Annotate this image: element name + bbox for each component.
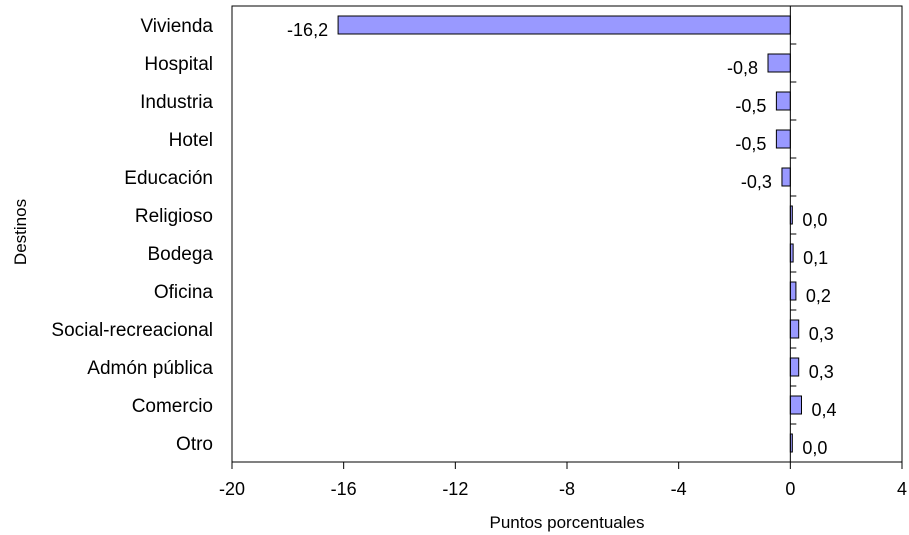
category-label: Social-recreacional <box>51 320 213 341</box>
x-tick-label: -20 <box>219 479 245 499</box>
y-axis-title: Destinos <box>11 199 30 265</box>
x-tick-label: 4 <box>897 479 907 499</box>
data-label: 0,3 <box>809 324 834 344</box>
data-label: -0,5 <box>735 134 766 154</box>
data-label: -0,3 <box>741 172 772 192</box>
bar-7 <box>789 281 797 301</box>
data-label: 0,1 <box>803 248 828 268</box>
data-label: 0,4 <box>812 400 837 420</box>
data-label: 0,3 <box>809 362 834 382</box>
x-tick-label: -16 <box>331 479 357 499</box>
category-label: Oficina <box>154 282 214 303</box>
bar-2 <box>775 91 791 111</box>
data-label: 0,0 <box>802 210 827 230</box>
category-label: Educación <box>124 168 213 189</box>
category-label: Hospital <box>144 54 213 75</box>
bar-10 <box>789 395 802 415</box>
category-label: Industria <box>140 92 213 113</box>
bar-9 <box>789 357 800 377</box>
data-label: 0,2 <box>806 286 831 306</box>
bar-3 <box>775 129 791 149</box>
category-label: Religioso <box>135 206 213 227</box>
bar-0 <box>337 15 791 35</box>
category-label: Admón pública <box>87 358 213 379</box>
data-label: 0,0 <box>802 438 827 458</box>
category-label: Vivienda <box>140 16 213 37</box>
bar-8 <box>789 319 800 339</box>
data-label: -0,8 <box>727 58 758 78</box>
x-axis-title: Puntos porcentuales <box>490 513 645 532</box>
bar-4 <box>781 167 791 187</box>
x-tick-label: -4 <box>671 479 687 499</box>
data-label: -0,5 <box>735 96 766 116</box>
x-tick-label: -12 <box>442 479 468 499</box>
data-label: -16,2 <box>287 20 328 40</box>
category-label: Hotel <box>169 130 213 151</box>
x-tick-label: 0 <box>785 479 795 499</box>
category-label: Comercio <box>132 396 213 417</box>
bar-1 <box>767 53 791 73</box>
category-label: Otro <box>176 434 213 455</box>
category-label: Bodega <box>147 244 213 265</box>
x-tick-label: -8 <box>559 479 575 499</box>
plot-area <box>231 5 903 463</box>
